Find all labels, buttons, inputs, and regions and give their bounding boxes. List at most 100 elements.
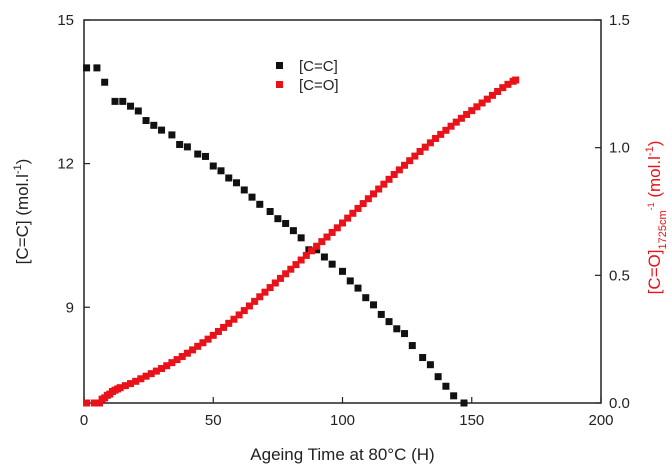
co-point <box>168 359 176 367</box>
cc-point <box>150 121 158 129</box>
co-point <box>282 270 290 278</box>
co-point <box>276 274 284 282</box>
y-right-title-end: (mol.l <box>645 156 664 202</box>
legend-marker-co <box>276 81 283 88</box>
plot-frame <box>83 19 602 404</box>
cc-point <box>274 215 282 223</box>
cc-point <box>362 294 370 302</box>
co-point <box>354 204 362 212</box>
x-axis-title: Ageing Time at 80°C (H) <box>250 445 434 464</box>
y-left-title-end: ) <box>13 159 32 165</box>
co-point <box>416 147 424 155</box>
co-point <box>426 139 434 147</box>
co-point <box>432 134 440 142</box>
co-point <box>463 110 471 118</box>
co-point <box>173 356 181 364</box>
co-point <box>494 87 502 95</box>
co-point <box>442 126 450 134</box>
y-left-title-sup: -1 <box>12 164 24 174</box>
series-cc <box>83 64 468 407</box>
cc-point <box>134 107 142 115</box>
cc-point <box>328 260 336 268</box>
co-point <box>370 190 378 198</box>
series-co <box>83 76 520 407</box>
co-point <box>194 342 202 350</box>
co-point <box>437 130 445 138</box>
cc-point <box>282 219 290 227</box>
co-point <box>96 399 104 407</box>
co-point <box>344 214 352 222</box>
co-point <box>121 382 129 390</box>
cc-point <box>233 179 241 187</box>
co-point <box>158 365 166 373</box>
co-point <box>116 384 124 392</box>
cc-point <box>419 354 427 362</box>
cc-point <box>313 246 321 254</box>
co-point <box>323 233 331 241</box>
y-right-tick-label: 0.5 <box>609 267 630 284</box>
co-point <box>251 297 259 305</box>
cc-point <box>370 301 378 309</box>
co-point <box>245 302 253 310</box>
cc-point <box>158 126 166 134</box>
co-point <box>137 375 145 383</box>
co-point <box>411 152 419 160</box>
co-point <box>142 372 150 380</box>
cc-point <box>240 186 248 194</box>
legend-label-co: [C=O] <box>299 77 339 94</box>
y-axis-left-title: [C=C] (mol.l-1) <box>12 159 32 265</box>
x-tick-label: 200 <box>588 412 613 429</box>
co-point <box>333 224 341 232</box>
cc-point <box>93 64 101 72</box>
co-point <box>375 185 383 193</box>
co-point <box>385 175 393 183</box>
cc-point <box>426 361 434 369</box>
tick-labels: 0 50 100 150 200 9 12 15 0.0 0.5 1.0 1.5 <box>57 12 630 429</box>
y-left-tick-label: 9 <box>66 299 74 316</box>
cc-point <box>393 325 401 333</box>
co-point <box>220 323 228 331</box>
cc-point <box>339 267 346 275</box>
x-tick-label: 50 <box>205 412 222 429</box>
cc-point <box>289 227 297 235</box>
legend-label-cc: [C=C] <box>299 58 338 75</box>
cc-point <box>127 102 135 110</box>
co-point <box>225 319 233 327</box>
co-point <box>230 315 238 323</box>
co-point <box>380 180 388 188</box>
legend-marker-cc <box>276 62 283 69</box>
y-right-title-sub: 1725cm <box>657 210 669 249</box>
co-point <box>457 114 465 122</box>
cc-point <box>401 330 409 338</box>
cc-point <box>460 399 468 407</box>
co-point <box>512 76 520 84</box>
cc-point <box>248 193 256 201</box>
co-point <box>163 362 171 370</box>
cc-point <box>183 143 191 151</box>
y-right-tick-label: 1.5 <box>609 12 630 29</box>
axis-ticks <box>83 19 602 404</box>
y-right-tick-label: 1.0 <box>609 140 630 157</box>
co-point <box>178 353 186 361</box>
y-right-tick-label: 0.0 <box>609 395 630 412</box>
cc-point <box>377 310 385 318</box>
co-point <box>297 256 305 264</box>
cc-point <box>450 392 458 400</box>
cc-point <box>256 200 264 208</box>
y-right-title-subsup: -1 <box>646 202 656 210</box>
legend: [C=C] [C=O] <box>276 58 339 94</box>
co-point <box>209 331 217 339</box>
co-point <box>266 284 274 292</box>
co-point <box>183 349 191 357</box>
co-point <box>395 166 403 174</box>
co-point <box>189 346 197 354</box>
y-right-title-end2: ) <box>645 141 664 147</box>
co-point <box>401 161 409 169</box>
co-point <box>390 170 398 178</box>
y-left-tick-label: 12 <box>57 156 74 173</box>
cc-point <box>225 174 233 182</box>
co-point <box>83 399 91 407</box>
co-point <box>328 228 336 236</box>
co-point <box>483 95 491 103</box>
